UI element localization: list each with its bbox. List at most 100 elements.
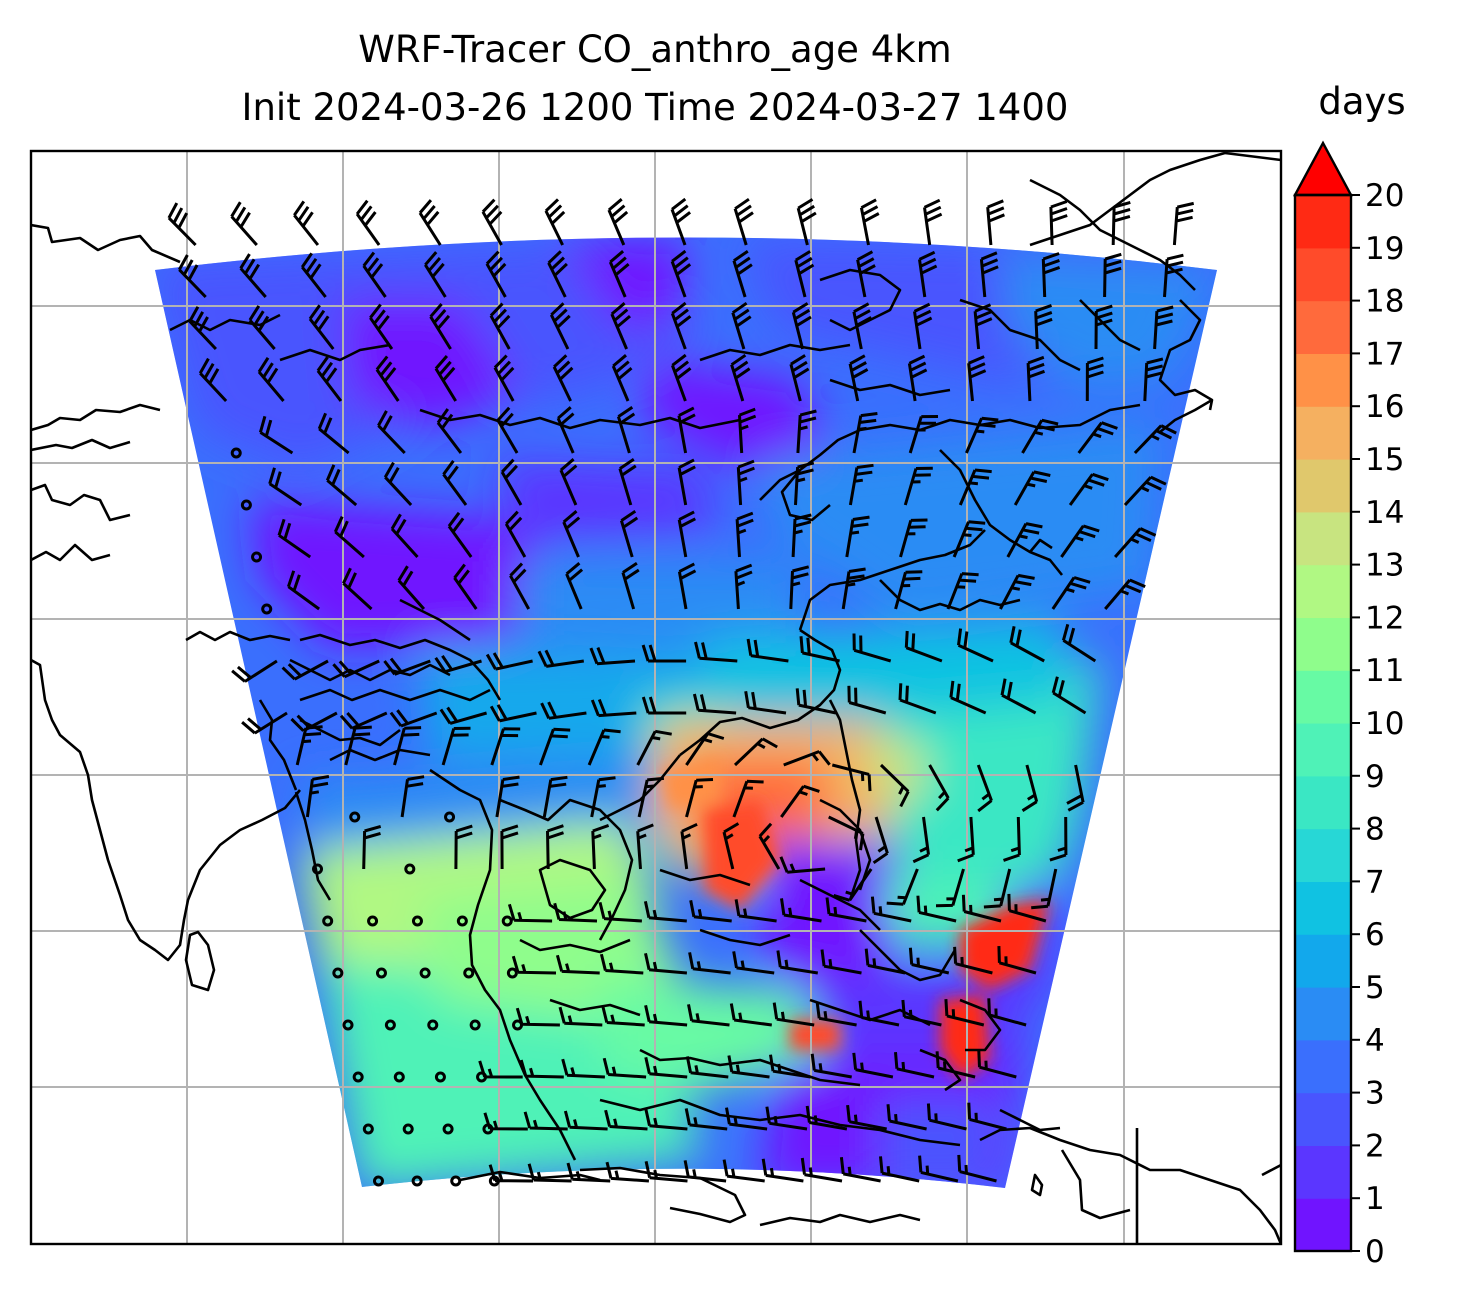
colorbar-tick-label: 12 bbox=[1365, 600, 1404, 636]
wind-barb bbox=[1006, 522, 1043, 558]
wind-barb bbox=[418, 199, 442, 246]
wind-barb bbox=[908, 947, 950, 975]
wind-barb bbox=[730, 353, 751, 402]
wind-barb bbox=[601, 1005, 645, 1027]
calm-wind-circle bbox=[393, 1071, 405, 1083]
wind-barb bbox=[1077, 421, 1118, 454]
wind-barb bbox=[167, 202, 197, 247]
wind-barb bbox=[977, 1050, 1017, 1079]
wind-barb bbox=[810, 1053, 852, 1079]
wind-barb bbox=[670, 197, 692, 246]
colorbar-tick-label: 9 bbox=[1365, 759, 1385, 795]
wind-barb bbox=[515, 1007, 560, 1027]
calm-wind-circle bbox=[352, 1071, 364, 1083]
wind-barb bbox=[916, 895, 957, 923]
wind-barb bbox=[258, 415, 294, 455]
wind-barb bbox=[828, 815, 865, 851]
wind-barb bbox=[188, 306, 217, 351]
colorbar-tick-label: 0 bbox=[1365, 1234, 1385, 1270]
wind-barb bbox=[616, 405, 636, 454]
wind-barb bbox=[794, 461, 815, 506]
wind-barb bbox=[636, 823, 654, 870]
wind-barb bbox=[683, 1160, 727, 1183]
wind-barb bbox=[831, 763, 872, 792]
wind-barb bbox=[377, 410, 406, 455]
wind-barb bbox=[177, 254, 207, 299]
wind-barb bbox=[949, 680, 987, 715]
colorbar-tick-label: 19 bbox=[1365, 231, 1404, 267]
wind-barb bbox=[912, 816, 930, 864]
calm-wind-circle bbox=[501, 915, 513, 927]
calm-wind-circle bbox=[506, 967, 518, 979]
wind-barb bbox=[879, 763, 910, 808]
wind-barb bbox=[429, 303, 452, 350]
calm-wind-circle bbox=[456, 915, 468, 927]
wind-barb bbox=[507, 903, 553, 923]
calm-wind-circle bbox=[322, 915, 334, 927]
wind-barb bbox=[1049, 200, 1068, 246]
wind-barb bbox=[619, 509, 639, 558]
wind-barb bbox=[825, 897, 867, 923]
wind-barb bbox=[1094, 304, 1113, 350]
wind-barb bbox=[1021, 764, 1039, 812]
wind-barb bbox=[555, 954, 600, 975]
wind-barb bbox=[776, 950, 819, 975]
wind-barb bbox=[355, 199, 381, 246]
wind-barb bbox=[1172, 201, 1195, 246]
wind-barb bbox=[677, 458, 696, 506]
wind-barb bbox=[390, 513, 419, 559]
colorbar-segment bbox=[1295, 775, 1351, 830]
wind-barb bbox=[687, 1004, 730, 1027]
wind-barb bbox=[796, 409, 817, 454]
wind-barb bbox=[729, 1003, 772, 1027]
wind-barb bbox=[478, 1060, 523, 1079]
calm-wind-circle bbox=[349, 811, 361, 823]
wind-barb bbox=[846, 1104, 887, 1131]
colorbar-segment bbox=[1295, 828, 1351, 882]
calm-wind-circle bbox=[419, 967, 431, 979]
calm-wind-circle bbox=[261, 603, 273, 615]
wind-barb bbox=[973, 303, 993, 350]
wind-barb bbox=[986, 199, 1005, 246]
wind-barb bbox=[918, 1155, 959, 1183]
wind-barb bbox=[344, 725, 372, 766]
wind-barb bbox=[317, 412, 350, 455]
wind-barb bbox=[997, 946, 1037, 975]
wind-barb bbox=[732, 779, 764, 818]
wind-barb bbox=[833, 868, 873, 902]
colorbar-tick-label: 20 bbox=[1365, 178, 1404, 214]
wind-barb bbox=[636, 729, 672, 766]
wind-barb bbox=[511, 955, 557, 975]
map-gridlines bbox=[31, 151, 1281, 1244]
wind-barb bbox=[618, 457, 637, 506]
wind-barb bbox=[641, 696, 687, 715]
calm-wind-circle bbox=[230, 447, 242, 459]
wind-barb bbox=[957, 628, 994, 663]
wind-barb bbox=[563, 1110, 608, 1131]
wind-barb bbox=[779, 856, 826, 874]
calm-wind-circle bbox=[384, 1019, 396, 1031]
colorbar-tick-label: 11 bbox=[1365, 653, 1404, 689]
wind-barb bbox=[383, 461, 413, 507]
wind-barb bbox=[731, 301, 752, 350]
wind-barb bbox=[608, 250, 630, 298]
wind-barb bbox=[935, 868, 965, 908]
wind-barb bbox=[1061, 623, 1097, 663]
wind-barb bbox=[481, 198, 503, 246]
wind-barb bbox=[852, 633, 892, 663]
wind-barb bbox=[677, 562, 697, 610]
colorbar-tick-label: 10 bbox=[1365, 706, 1404, 742]
colorbar-segment bbox=[1295, 564, 1351, 618]
wind-barb bbox=[791, 302, 812, 350]
wind-barb bbox=[591, 823, 610, 870]
wind-barb bbox=[610, 302, 631, 350]
wind-barb bbox=[565, 562, 584, 610]
colorbar-tick-label: 4 bbox=[1365, 1023, 1385, 1059]
wind-barb bbox=[587, 728, 621, 766]
wind-barb bbox=[738, 407, 757, 454]
wind-barb bbox=[286, 570, 320, 611]
wind-barb bbox=[1000, 678, 1037, 715]
wind-barb bbox=[913, 302, 933, 350]
wind-barb bbox=[1051, 576, 1091, 610]
